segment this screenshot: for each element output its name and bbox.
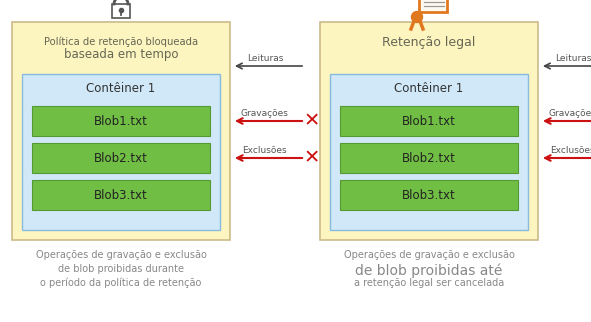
- Bar: [32, 143, 210, 173]
- Text: a retenção legal ser cancelada: a retenção legal ser cancelada: [354, 278, 504, 288]
- Bar: [340, 106, 518, 136]
- Bar: [32, 106, 210, 136]
- Text: Leituras: Leituras: [246, 54, 283, 63]
- Text: Retenção legal: Retenção legal: [382, 36, 476, 49]
- Text: Exclusões: Exclusões: [242, 146, 287, 155]
- Bar: [22, 74, 220, 230]
- Text: Contêiner 1: Contêiner 1: [394, 82, 463, 95]
- Text: Contêiner 1: Contêiner 1: [86, 82, 155, 95]
- Text: de blob proibidas durante: de blob proibidas durante: [58, 264, 184, 274]
- Text: ✕: ✕: [304, 111, 320, 130]
- Bar: [12, 22, 230, 240]
- Text: baseada em tempo: baseada em tempo: [64, 48, 178, 61]
- Bar: [419, 0, 447, 12]
- Bar: [320, 22, 538, 240]
- Text: Exclusões: Exclusões: [551, 146, 591, 155]
- Bar: [32, 180, 210, 210]
- Text: o período da política de retenção: o período da política de retenção: [40, 278, 202, 289]
- Text: Gravações: Gravações: [241, 109, 289, 118]
- Text: Operações de gravação e exclusão: Operações de gravação e exclusão: [35, 250, 206, 260]
- Text: Política de retenção bloqueada: Política de retenção bloqueada: [44, 36, 198, 46]
- Text: Blob2.txt: Blob2.txt: [94, 151, 148, 165]
- Text: ✕: ✕: [304, 148, 320, 167]
- Circle shape: [411, 12, 423, 23]
- Text: Blob1.txt: Blob1.txt: [402, 115, 456, 128]
- Text: Leituras: Leituras: [555, 54, 591, 63]
- Text: de blob proibidas até: de blob proibidas até: [355, 264, 503, 279]
- Bar: [330, 74, 528, 230]
- Text: Blob2.txt: Blob2.txt: [402, 151, 456, 165]
- Text: Blob1.txt: Blob1.txt: [94, 115, 148, 128]
- Text: Operações de gravação e exclusão: Operações de gravação e exclusão: [343, 250, 514, 260]
- Text: Blob3.txt: Blob3.txt: [94, 188, 148, 202]
- Bar: [340, 180, 518, 210]
- Bar: [112, 4, 130, 18]
- Text: Gravações: Gravações: [549, 109, 591, 118]
- Text: Blob3.txt: Blob3.txt: [402, 188, 456, 202]
- Bar: [340, 143, 518, 173]
